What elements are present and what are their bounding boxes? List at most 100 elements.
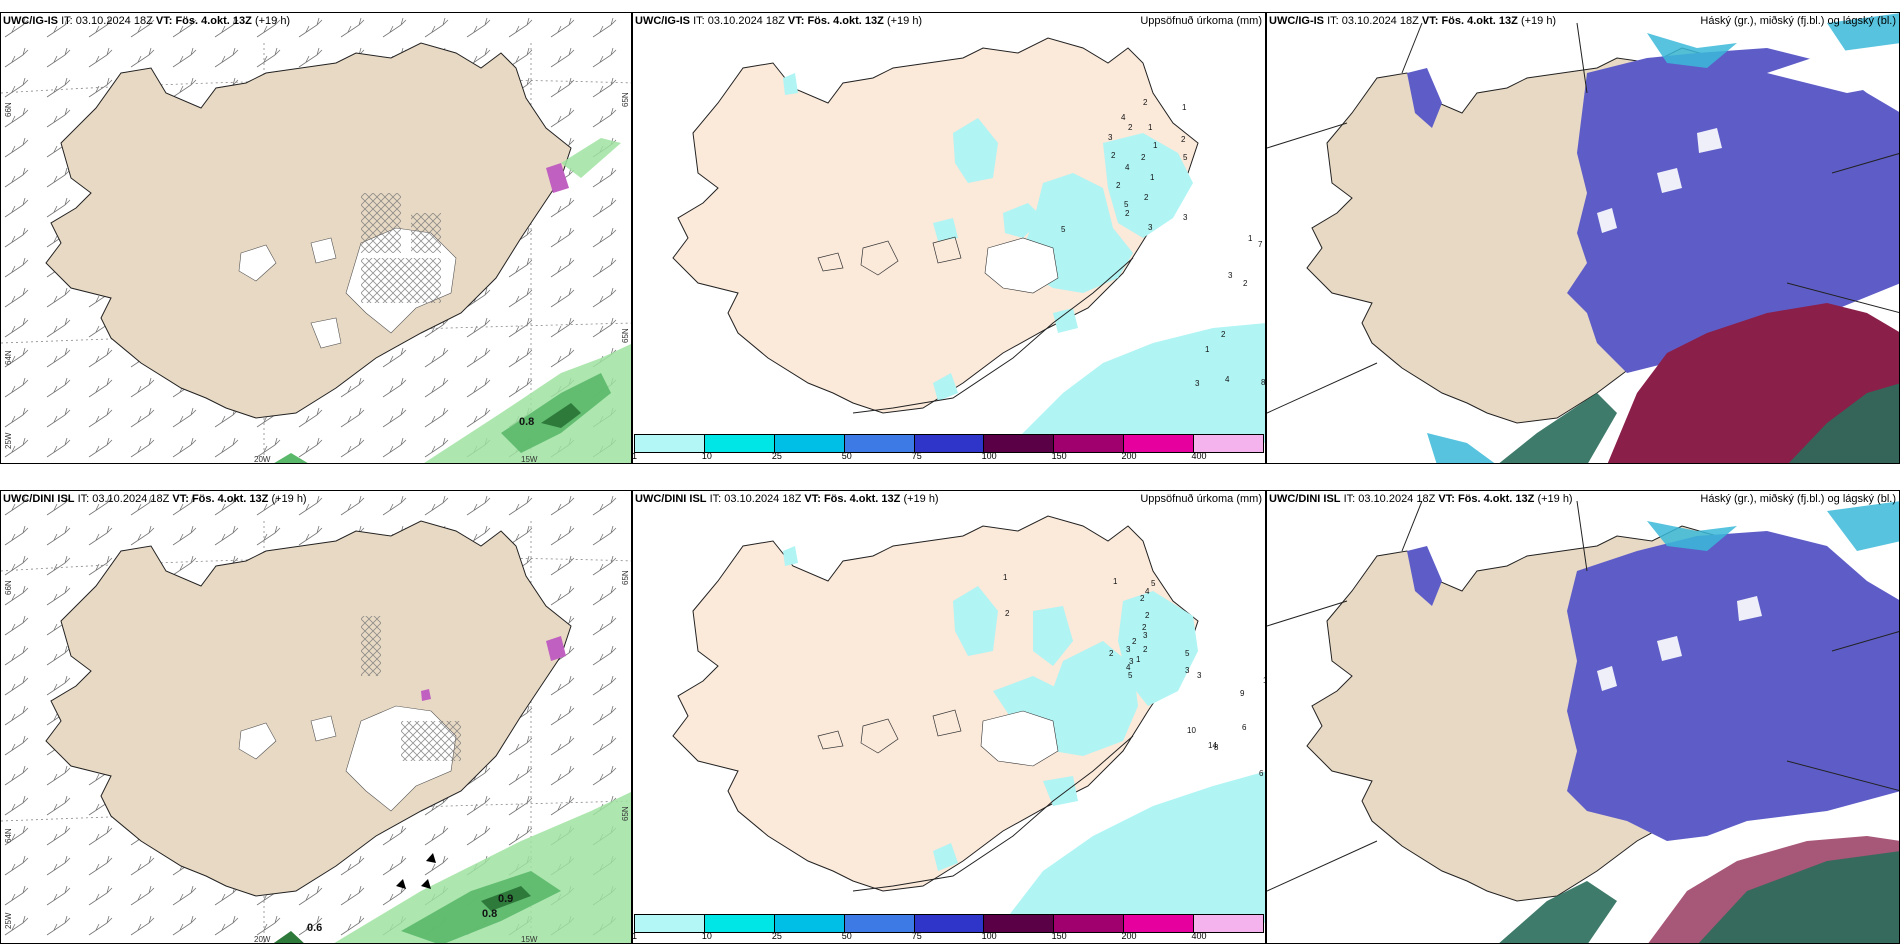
green-area <box>424 343 631 463</box>
precip-value: 4 <box>1225 375 1230 384</box>
green-area <box>334 791 631 943</box>
colorbar-ticks: 1 10 25 50 75 100 150 200 400 <box>632 931 1207 941</box>
precip-value: 2 <box>1140 594 1145 603</box>
precip-value: 3 <box>1183 213 1188 222</box>
wind-map <box>1 13 631 463</box>
precip-map-panel-row2: UWC/DINI ISL IT: 03.10.2024 18Z VT: Fös.… <box>632 490 1266 944</box>
front-markers <box>396 853 436 889</box>
precip-map-panel-row1: UWC/IG-IS IT: 03.10.2024 18Z VT: Fös. 4.… <box>632 12 1266 464</box>
colorbar-segment <box>1124 915 1195 932</box>
precip-value: 2 <box>1109 649 1114 658</box>
high-cloud <box>1567 531 1899 841</box>
precip-value: 1 <box>1113 577 1118 586</box>
precip-value: 2 <box>1128 123 1133 132</box>
colorbar-ticks: 1 10 25 50 75 100 150 200 400 <box>632 451 1207 461</box>
precip-value: 1 <box>1003 573 1008 582</box>
high-cloud <box>1567 48 1899 373</box>
precip-value: 3 <box>1129 657 1134 666</box>
precip-value: 5 <box>1128 671 1133 680</box>
precip-value: 5 <box>1185 649 1190 658</box>
precip-value: 2 <box>1221 330 1226 339</box>
lat-label: 66N <box>4 580 13 595</box>
lon-label: 20W <box>254 935 271 944</box>
panel-title: UWC/DINI ISL IT: 03.10.2024 18Z VT: Fös.… <box>1269 493 1573 505</box>
precip-value: 3 <box>1185 666 1190 675</box>
colorbar-segment <box>1124 435 1195 452</box>
cloud-map <box>1267 500 1899 943</box>
boundary-lines <box>1267 22 1899 414</box>
colorbar-segment <box>914 435 985 452</box>
precip-value: 5 <box>1183 153 1188 162</box>
precip-value: 6 <box>1259 769 1264 778</box>
lon-label: 15W <box>521 455 538 464</box>
cloud-map-panel-row2: UWC/DINI ISL IT: 03.10.2024 18Z VT: Fös.… <box>1266 490 1900 944</box>
precip-value: 3 <box>1143 631 1148 640</box>
precip-value: 5 <box>1124 200 1129 209</box>
wind-map-panel-row1: UWC/IG-IS IT: 03.10.2024 18Z VT: Fös. 4.… <box>0 12 632 464</box>
precip-value: 2 <box>1116 181 1121 190</box>
precip-value: 1 <box>1153 141 1158 150</box>
precip-value: 3 <box>1126 645 1131 654</box>
panel-title: UWC/DINI ISL IT: 03.10.2024 18Z VT: Fös.… <box>635 493 939 505</box>
colorbar-segment <box>704 435 775 452</box>
colorbar-segment <box>635 915 705 932</box>
colorbar-segment <box>1054 915 1125 932</box>
cloud-map <box>1267 13 1899 463</box>
precip-value: 1 <box>1205 345 1210 354</box>
colorbar-segment <box>704 915 775 932</box>
lat-label: 64N <box>4 828 13 843</box>
colorbar-segment <box>844 915 915 932</box>
precip-value: 1 <box>1263 676 1265 685</box>
precip-areas <box>783 546 1198 871</box>
precip-value: 2 <box>1143 98 1148 107</box>
field-value: 0.8 <box>482 908 498 920</box>
precip-value: 14 <box>1208 741 1217 750</box>
precip-value: 10 <box>1187 726 1196 735</box>
precip-value: 3 <box>1197 671 1202 680</box>
colorbar-segment <box>635 435 705 452</box>
mid-cloud <box>1607 303 1899 463</box>
field-title: Uppsöfnuð úrkoma (mm) <box>1140 15 1262 27</box>
precip-value: 4 <box>1145 587 1150 596</box>
colorbar-segment <box>984 435 1055 452</box>
boundary-lines <box>1267 500 1899 892</box>
precip-value: 3 <box>1108 133 1113 142</box>
precip-value: 7 <box>1258 240 1263 249</box>
panel-title: UWC/IG-IS IT: 03.10.2024 18Z VT: Fös. 4.… <box>1269 15 1557 27</box>
precip-value: 2 <box>1111 151 1116 160</box>
precip-value: 2 <box>1141 153 1146 162</box>
iceland-land <box>45 42 572 419</box>
precip-value: 2 <box>1145 611 1150 620</box>
lon-label: 25W <box>4 912 13 929</box>
colorbar-segment <box>984 915 1055 932</box>
precip-value: 5 <box>1061 225 1066 234</box>
precip-value: 8 <box>1214 743 1219 752</box>
iceland-land <box>45 520 572 897</box>
precip-value: 2 <box>1132 637 1137 646</box>
cloud-map-panel-row1: UWC/IG-IS IT: 03.10.2024 18Z VT: Fös. 4.… <box>1266 12 1900 464</box>
precip-value: 1 <box>1150 173 1155 182</box>
precip-value: 3 <box>1148 223 1153 232</box>
precip-value: 1 <box>1148 123 1153 132</box>
colorbar-segment <box>1194 915 1264 932</box>
lat-label: 65N <box>621 806 630 821</box>
wind-map-panel-row2: UWC/DINI ISL IT: 03.10.2024 18Z VT: Fös.… <box>0 490 632 944</box>
precip-value: 8 <box>1261 378 1266 387</box>
colorbar-segment <box>844 435 915 452</box>
lon-label: 20W <box>254 455 271 464</box>
panel-title: UWC/IG-IS IT: 03.10.2024 18Z VT: Fös. 4.… <box>635 15 923 27</box>
colorbar-segment <box>914 915 985 932</box>
precip-value: 1 <box>1136 655 1141 664</box>
precip-value: 6 <box>1242 723 1247 732</box>
precip-value: 3 <box>1195 379 1200 388</box>
precip-value: 4 <box>1121 113 1126 122</box>
colorbar-segment <box>774 915 845 932</box>
precip-map <box>672 515 1265 923</box>
precip-value: 1 <box>1182 103 1187 112</box>
precip-value: 9 <box>1240 689 1245 698</box>
precip-area-sea <box>1013 323 1265 443</box>
precip-value: 2 <box>1142 623 1147 632</box>
lon-label: 15W <box>521 935 538 944</box>
lat-label: 65N <box>621 570 630 585</box>
precip-value: 2 <box>1005 609 1010 618</box>
